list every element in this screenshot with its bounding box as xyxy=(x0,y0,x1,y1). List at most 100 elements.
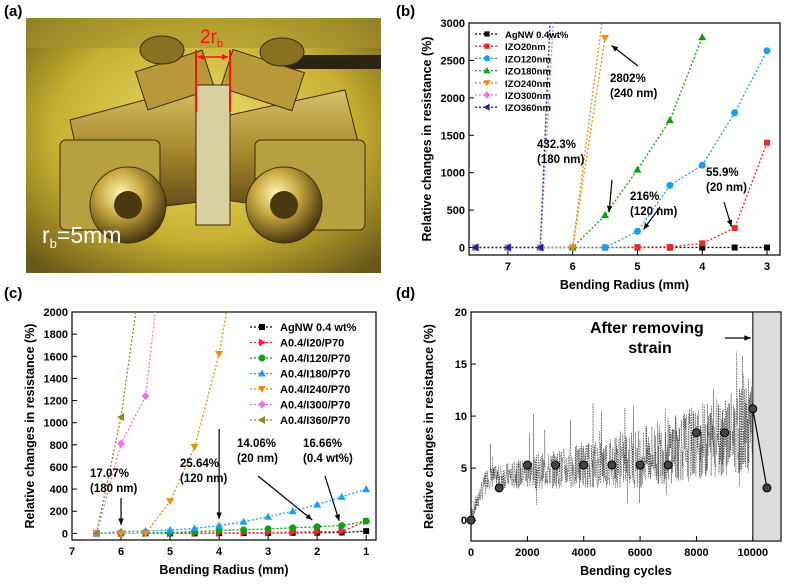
data-point xyxy=(239,517,248,525)
legend-marker xyxy=(483,80,491,87)
series-extension xyxy=(572,22,603,248)
annotation-line2: (120 nm) xyxy=(630,206,677,218)
annotation-line2: (120 nm) xyxy=(180,473,227,485)
gap-label: 2rb xyxy=(200,27,223,50)
x-axis-label: Bending cycles xyxy=(580,564,672,578)
data-point xyxy=(601,34,610,42)
data-point xyxy=(698,33,707,41)
legend-marker xyxy=(483,55,491,62)
legend-marker xyxy=(259,324,265,330)
legend-entry: IZO240nm xyxy=(505,79,551,90)
data-point xyxy=(337,492,346,500)
data-point xyxy=(215,521,224,529)
x-tick-label: 2 xyxy=(314,546,320,558)
data-point xyxy=(466,515,476,525)
data-point xyxy=(666,181,674,189)
data-point xyxy=(289,524,297,532)
data-point xyxy=(166,498,175,506)
x-tick-label: 8000 xyxy=(684,547,708,559)
legend-entry: AgNW 0.4wt% xyxy=(505,30,569,41)
data-point xyxy=(691,428,701,438)
legend-entry: A0.4/I180/P70 xyxy=(280,369,350,381)
x-tick-label: 3 xyxy=(265,546,271,558)
legend-marker xyxy=(258,386,266,393)
series-extension xyxy=(539,22,551,248)
series-IZO360nm xyxy=(471,243,544,252)
data-point xyxy=(215,351,224,359)
data-point xyxy=(666,243,673,250)
data-point xyxy=(568,244,577,252)
data-point xyxy=(536,243,544,252)
data-point xyxy=(166,526,175,534)
y-tick-label: 20 xyxy=(455,307,467,319)
annotation-arrow xyxy=(324,475,340,522)
shaded-region xyxy=(752,311,782,542)
data-point xyxy=(607,460,617,470)
plot-frame xyxy=(468,22,781,256)
y-tick-label: 800 xyxy=(50,440,68,452)
annotation-line1: 432.3% xyxy=(537,139,576,151)
x-axis-label: Bending Radius (mm) xyxy=(560,278,689,292)
annotation-line1: After removing xyxy=(590,320,704,337)
annotation-line2: (20 nm) xyxy=(706,182,747,194)
legend-entry: IZO180nm xyxy=(505,67,551,78)
legend-entry: AgNW 0.4 wt% xyxy=(280,322,357,334)
annotation-line2: (240 nm) xyxy=(610,88,657,100)
y-tick-label: 3000 xyxy=(441,18,465,30)
y-tick-label: 2000 xyxy=(44,307,68,319)
y-tick-label: 0 xyxy=(459,243,465,255)
data-point xyxy=(288,507,297,515)
y-axis-label: Relative changes in resistance (%) xyxy=(420,37,434,242)
legend-entry: IZO120nm xyxy=(505,54,551,65)
legend-marker xyxy=(258,416,265,424)
x-tick-label: 7 xyxy=(69,546,75,558)
legend-entry: IZO360nm xyxy=(505,103,551,114)
panel-label-b: (b) xyxy=(396,3,415,20)
data-point xyxy=(720,428,730,438)
x-tick-label: 5 xyxy=(167,546,173,558)
data-point xyxy=(699,244,706,251)
legend-entry: IZO300nm xyxy=(505,91,551,102)
y-tick-label: 1500 xyxy=(441,130,465,142)
x-tick-label: 10000 xyxy=(738,547,769,559)
legend-marker xyxy=(258,354,266,362)
series-line xyxy=(475,142,768,249)
annotation-arrow-head xyxy=(643,222,650,230)
panel-label-c: (c) xyxy=(4,285,22,302)
annotation-arrow xyxy=(257,475,313,521)
annotation-line1: 2802% xyxy=(610,73,646,85)
series-extension xyxy=(120,311,137,418)
x-tick-label: 6 xyxy=(570,261,576,273)
legend-entry: A0.4/I360/P70 xyxy=(280,415,350,427)
series-line xyxy=(96,353,220,535)
annotation-line1: 17.07% xyxy=(90,468,129,480)
data-point xyxy=(665,116,674,124)
series-A0.4/I360/P70 xyxy=(92,413,125,538)
series-extension xyxy=(144,311,157,397)
annotation-line2: (20 nm) xyxy=(237,453,278,465)
annotation-arrow-head xyxy=(334,514,340,521)
x-axis-label: Bending Radius (mm) xyxy=(159,563,288,577)
annotation-line1: 55.9% xyxy=(706,167,739,179)
photo-bending-jig: 2rb rb=5mm xyxy=(26,18,381,273)
data-point xyxy=(763,47,771,55)
recovery-line xyxy=(752,408,768,489)
data-point xyxy=(362,517,370,525)
x-tick-label: 0 xyxy=(468,547,474,559)
data-point xyxy=(762,483,772,493)
annotation-line1: 16.66% xyxy=(303,438,342,450)
chart-d: 0 2000 4000 6000 8000 10000 0 5 10 15 20 Bending cy… xyxy=(422,307,782,578)
data-point xyxy=(633,165,642,173)
y-tick-label: 1000 xyxy=(44,418,68,430)
data-point xyxy=(764,139,771,146)
legend-marker xyxy=(484,31,490,37)
legend-entry: IZO20nm xyxy=(505,42,546,53)
data-point xyxy=(522,460,532,470)
series-A0.4/I120/P70 xyxy=(93,517,370,537)
y-tick-label: 1800 xyxy=(44,329,68,341)
data-point xyxy=(731,244,738,251)
panel-label-d: (d) xyxy=(396,285,415,302)
x-tick-label: 6 xyxy=(118,546,124,558)
data-point xyxy=(117,530,126,538)
